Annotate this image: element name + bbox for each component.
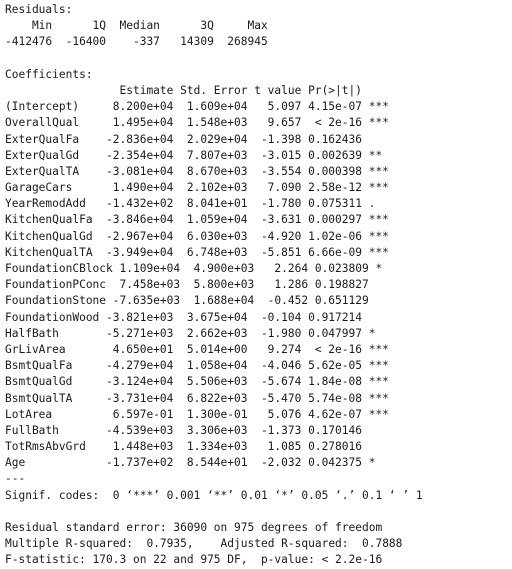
r-squared-line: Multiple R-squared: 0.7935, Adjusted R-s… (5, 537, 410, 551)
residuals-values-row: -412476 -16400 -337 14309 268945 (5, 35, 275, 49)
separator-line: --- (5, 472, 26, 486)
residuals-header-row: Min 1Q Median 3Q Max (5, 19, 275, 33)
coef-row-bsmtqualgd: BsmtQualGd -3.124e+04 5.506e+03 -5.674 1… (5, 375, 389, 389)
coef-row-intercept: (Intercept) 8.200e+04 1.609e+04 5.097 4.… (5, 100, 389, 114)
coef-row-kitchenqualgd: KitchenQualGd -2.967e+04 6.030e+03 -4.92… (5, 229, 389, 243)
coef-row-totrmsabvgrd: TotRmsAbvGrd 1.448e+03 1.334e+03 1.085 0… (5, 440, 389, 454)
coef-row-foundationstone: FoundationStone -7.635e+03 1.688e+04 -0.… (5, 294, 396, 308)
coef-row-kitchenqualta: KitchenQualTA -3.949e+04 6.748e+03 -5.85… (5, 245, 389, 259)
coef-row-foundationwood: FoundationWood -3.821e+03 3.675e+04 -0.1… (5, 310, 389, 324)
f-statistic-line: F-statistic: 170.3 on 22 and 975 DF, p-v… (5, 553, 383, 567)
coef-row-yearremodadd: YearRemodAdd -1.432e+02 8.041e+01 -1.780… (5, 197, 389, 211)
blank-line (5, 51, 510, 67)
coef-row-fullbath: FullBath -4.539e+03 3.306e+03 -1.373 0.1… (5, 423, 389, 437)
signif-codes-legend: Signif. codes: 0 ‘***’ 0.001 ‘**’ 0.01 ‘… (5, 488, 423, 502)
coef-row-kitchenqualfa: KitchenQualFa -3.846e+04 1.059e+04 -3.63… (5, 213, 389, 227)
coef-row-grlivarea: GrLivArea 4.650e+01 5.014e+00 9.274 < 2e… (5, 342, 389, 356)
coef-row-exterqualgd: ExterQualGd -2.354e+04 7.807e+03 -3.015 … (5, 148, 389, 162)
coef-row-exterqualfa: ExterQualFa -2.836e+04 2.029e+04 -1.398 … (5, 132, 389, 146)
coef-row-foundationcblock: FoundationCBlock 1.109e+04 4.900e+03 2.2… (5, 262, 396, 275)
coef-row-halfbath: HalfBath -5.271e+03 2.662e+03 -1.980 0.0… (5, 326, 389, 340)
blank-line (5, 504, 510, 520)
coef-row-bsmtqualta: BsmtQualTA -3.731e+04 6.822e+03 -5.470 5… (5, 391, 389, 405)
r-console-output: Residuals: Min 1Q Median 3Q Max -412476 … (5, 2, 510, 569)
coef-row-garagecars: GarageCars 1.490e+04 2.102e+03 7.090 2.5… (5, 181, 389, 195)
coef-row-overallqual: OverallQual 1.495e+04 1.548e+03 9.657 < … (5, 116, 389, 130)
coefficients-heading: Coefficients: (5, 67, 93, 81)
coef-row-age: Age -1.737e+02 8.544e+01 -2.032 0.042375… (5, 456, 389, 470)
coefficients-header-row: Estimate Std. Error t value Pr(>|t|) (5, 83, 389, 97)
coef-row-foundationpconc: FoundationPConc 7.458e+03 5.800e+03 1.28… (5, 278, 396, 292)
coef-row-lotarea: LotArea 6.597e-01 1.300e-01 5.076 4.62e-… (5, 407, 389, 421)
coef-row-exterqualta: ExterQualTA -3.081e+04 8.670e+03 -3.554 … (5, 164, 389, 178)
residual-standard-error: Residual standard error: 36090 on 975 de… (5, 521, 383, 534)
coef-row-bsmtqualfa: BsmtQualFa -4.279e+04 1.058e+04 -4.046 5… (5, 359, 389, 373)
residuals-heading: Residuals: (5, 3, 73, 16)
